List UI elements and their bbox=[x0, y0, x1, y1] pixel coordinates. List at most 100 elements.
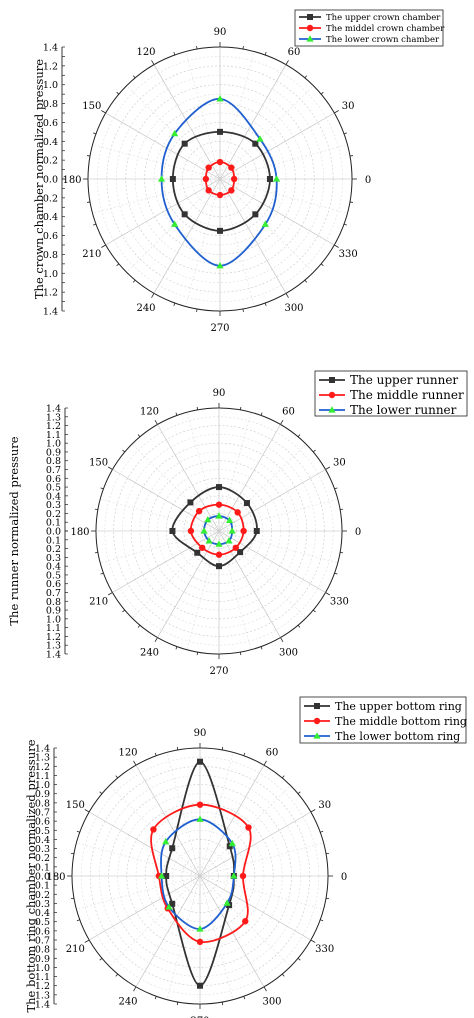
grid-spoke bbox=[219, 112, 335, 180]
angle-tick bbox=[154, 996, 157, 1000]
angle-tick bbox=[107, 592, 113, 596]
angle-tick bbox=[221, 746, 224, 751]
angle-tick bbox=[320, 919, 324, 922]
radial-tick-label: 1.0 bbox=[46, 439, 61, 450]
angle-tick bbox=[260, 412, 263, 416]
grid-spoke bbox=[218, 412, 252, 532]
grid-spoke bbox=[157, 530, 220, 638]
angle-tick bbox=[99, 791, 103, 795]
angle-tick bbox=[243, 996, 246, 1000]
radial-tick-label: 0.6 bbox=[35, 817, 50, 828]
radial-tick-label: 0.3 bbox=[35, 899, 50, 910]
radial-tick-label: 0.1 bbox=[46, 518, 61, 529]
radial-tick-label: 0.8 bbox=[46, 456, 61, 467]
angle-tick bbox=[280, 419, 284, 425]
grid-spoke bbox=[218, 530, 252, 650]
angle-tick bbox=[349, 201, 354, 203]
radial-tick-label: 0.6 bbox=[46, 579, 61, 590]
grid-spoke bbox=[92, 144, 221, 180]
angle-label: 120 bbox=[140, 407, 159, 418]
angle-tick bbox=[100, 487, 104, 490]
radial-tick-label: 1.1 bbox=[46, 623, 61, 634]
grid-spoke bbox=[153, 178, 221, 294]
radial-tick-label: 1.0 bbox=[43, 269, 58, 280]
angle-tick bbox=[137, 624, 141, 628]
data-point bbox=[187, 527, 195, 535]
y-axis-label: The bottom ring chamber normalized press… bbox=[24, 739, 38, 1012]
data-point bbox=[205, 164, 212, 171]
legend-marker bbox=[306, 35, 314, 42]
radial-tick-label: 0.2 bbox=[35, 853, 50, 864]
angle-tick bbox=[84, 809, 90, 813]
angle-tick bbox=[312, 609, 316, 613]
angle-label: 240 bbox=[140, 647, 159, 658]
angle-label: 0 bbox=[365, 175, 371, 186]
legend-entry: The middel crown chamber bbox=[326, 24, 445, 34]
angle-tick bbox=[99, 957, 103, 961]
angle-tick bbox=[196, 308, 198, 313]
radial-tick-label: 0.7 bbox=[35, 808, 50, 819]
angle-tick bbox=[107, 466, 113, 470]
data-point bbox=[217, 128, 223, 135]
data-point bbox=[252, 140, 259, 147]
radial-tick-label: 1.1 bbox=[35, 771, 50, 782]
angle-tick bbox=[280, 637, 284, 643]
radial-tick-label: 1.1 bbox=[35, 972, 50, 983]
angle-tick bbox=[196, 45, 198, 50]
radial-tick-label: 1.2 bbox=[46, 632, 61, 643]
grid-spoke bbox=[88, 811, 201, 877]
data-point bbox=[223, 899, 231, 906]
radial-tick-label: 0.4 bbox=[46, 562, 61, 573]
data-point bbox=[217, 227, 223, 234]
angle-label: 30 bbox=[333, 458, 346, 469]
grid-spoke bbox=[112, 530, 220, 593]
angle-tick bbox=[70, 897, 75, 900]
grid-spoke bbox=[219, 178, 348, 214]
angle-label: 270 bbox=[209, 666, 228, 677]
radial-tick-label: 1.3 bbox=[35, 990, 50, 1001]
angle-tick bbox=[196, 406, 199, 410]
data-point bbox=[163, 873, 170, 879]
radial-tick-label: 0.0 bbox=[35, 872, 50, 883]
legend-box bbox=[314, 370, 468, 417]
grid-spoke bbox=[88, 875, 201, 941]
data-point bbox=[196, 801, 204, 808]
grid-spoke bbox=[219, 51, 255, 180]
data-point bbox=[169, 528, 176, 534]
angle-label: 210 bbox=[82, 249, 101, 260]
angle-tick bbox=[239, 406, 242, 410]
angle-label: 300 bbox=[279, 647, 298, 658]
legend-marker bbox=[313, 732, 321, 739]
data-point bbox=[215, 551, 223, 558]
legend-entry: The middle runner bbox=[350, 388, 464, 402]
angle-tick bbox=[281, 775, 285, 779]
legend-entry: The upper bottom ring bbox=[335, 700, 462, 713]
radial-tick-label: 1.2 bbox=[43, 288, 58, 299]
radial-tick-label: 0.3 bbox=[46, 553, 61, 564]
data-point bbox=[196, 925, 204, 932]
legend-entry: The lower crown chamber bbox=[326, 35, 440, 45]
data-point bbox=[157, 175, 166, 182]
grid-spoke bbox=[100, 498, 220, 532]
radial-tick-label: 1.0 bbox=[35, 963, 50, 974]
data-point bbox=[169, 845, 176, 852]
grid-spoke bbox=[219, 178, 335, 246]
grid-spoke bbox=[219, 178, 255, 307]
radial-tick-label: 1.2 bbox=[43, 61, 58, 72]
radial-tick-label: 0.1 bbox=[46, 535, 61, 546]
radial-tick-label: 0.2 bbox=[46, 509, 61, 520]
grid-spoke bbox=[135, 764, 201, 877]
angle-tick bbox=[93, 132, 97, 135]
radial-tick-label: 1.4 bbox=[43, 307, 58, 318]
radial-tick-label: 1.3 bbox=[46, 412, 61, 423]
radial-tick-label: 1.2 bbox=[46, 421, 61, 432]
data-point bbox=[242, 918, 249, 925]
angle-label: 180 bbox=[62, 175, 81, 186]
angle-tick bbox=[176, 746, 179, 751]
angle-tick bbox=[151, 293, 155, 298]
data-point bbox=[158, 872, 166, 879]
radial-tick-label: 0.4 bbox=[43, 137, 58, 148]
grid-spoke bbox=[76, 875, 201, 910]
